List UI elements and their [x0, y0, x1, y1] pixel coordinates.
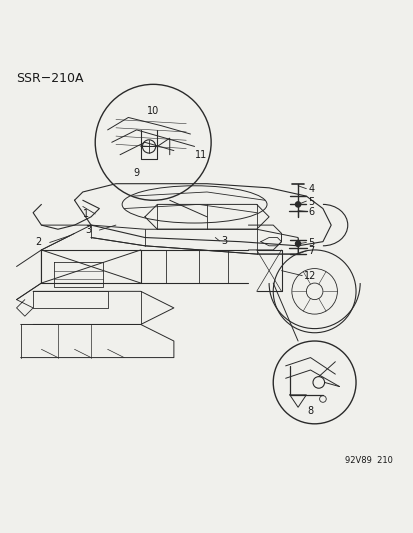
Text: 8: 8	[307, 406, 313, 416]
Text: 92V89  210: 92V89 210	[344, 456, 392, 465]
Text: 2: 2	[35, 238, 41, 247]
Text: 6: 6	[308, 207, 314, 217]
Circle shape	[294, 201, 301, 208]
Text: 3: 3	[221, 236, 227, 246]
Text: 11: 11	[194, 150, 206, 160]
Text: 7: 7	[308, 246, 314, 256]
Text: 5: 5	[308, 238, 314, 248]
Text: 5: 5	[308, 197, 314, 206]
Text: 3: 3	[85, 225, 91, 236]
Text: SSR−210A: SSR−210A	[17, 72, 84, 85]
Circle shape	[294, 240, 301, 247]
Text: 12: 12	[304, 271, 316, 281]
Text: 9: 9	[133, 168, 139, 179]
Text: 1: 1	[83, 208, 89, 219]
Text: 10: 10	[147, 106, 159, 116]
Text: 4: 4	[308, 184, 314, 193]
